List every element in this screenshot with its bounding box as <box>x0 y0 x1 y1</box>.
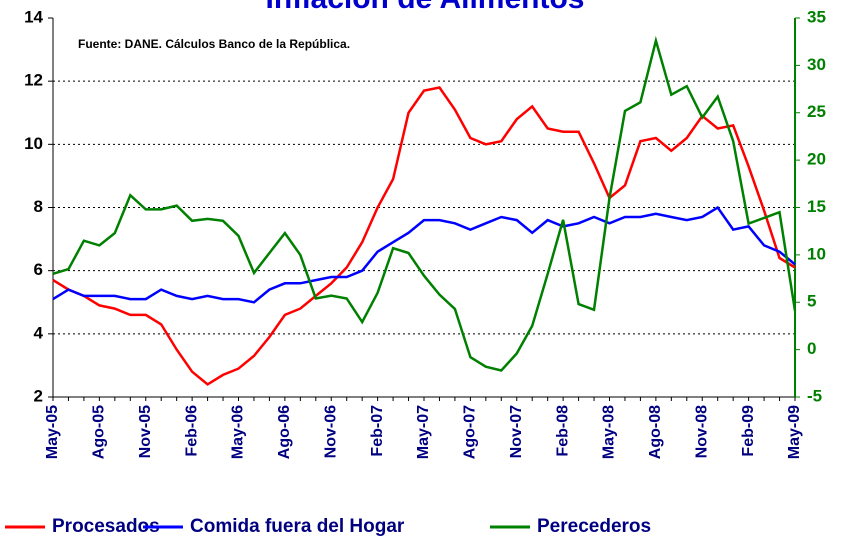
legend-label: Procesados <box>52 516 160 537</box>
y-tick-label: 10 <box>24 134 43 153</box>
x-tick-label: Nov-07 <box>508 405 525 458</box>
legend-label: Perecederos <box>537 516 651 537</box>
x-tick-label: Feb-06 <box>183 405 200 457</box>
x-tick-label: May-08 <box>601 405 618 459</box>
y-tick-label: 2 <box>34 386 43 405</box>
x-tick-label: Feb-09 <box>740 405 757 457</box>
x-tick-label: May-05 <box>44 405 61 459</box>
y2-tick-label: 5 <box>807 292 816 311</box>
x-tick-label: May-07 <box>415 405 432 459</box>
y2-tick-label: 30 <box>807 55 826 74</box>
chart-title: Inflación de Alimentos <box>266 0 585 15</box>
y2-tick-label: 0 <box>807 339 816 358</box>
y-tick-label: 8 <box>34 197 43 216</box>
y2-tick-label: -5 <box>807 386 822 405</box>
y2-tick-label: 25 <box>807 102 826 121</box>
series-line <box>52 86 796 386</box>
x-tick-label: Nov-08 <box>693 405 710 458</box>
y-tick-label: 4 <box>34 323 44 342</box>
x-tick-label: Ago-08 <box>647 405 664 459</box>
legend-label: Comida fuera del Hogar <box>190 516 405 537</box>
y2-tick-label: 15 <box>807 197 826 216</box>
source-note: Fuente: DANE. Cálculos Banco de la Repúb… <box>78 37 350 51</box>
x-tick-label: Ago-07 <box>462 405 479 459</box>
x-tick-label: Nov-05 <box>137 405 154 458</box>
series-line <box>52 205 796 304</box>
x-tick-label: Ago-05 <box>91 405 108 459</box>
x-tick-label: May-09 <box>786 405 803 459</box>
y-tick-label: 6 <box>34 260 43 279</box>
y-tick-label: 12 <box>24 71 43 90</box>
x-tick-label: Nov-06 <box>322 405 339 458</box>
y2-tick-label: 20 <box>807 150 826 169</box>
x-tick-label: Ago-06 <box>276 405 293 459</box>
y2-tick-label: 35 <box>807 7 826 26</box>
x-tick-label: Feb-08 <box>554 405 571 457</box>
x-tick-label: May-06 <box>230 405 247 459</box>
y2-tick-label: 10 <box>807 244 826 263</box>
x-tick-label: Feb-07 <box>369 405 386 457</box>
y-tick-label: 14 <box>24 7 43 26</box>
series-line <box>52 35 797 372</box>
